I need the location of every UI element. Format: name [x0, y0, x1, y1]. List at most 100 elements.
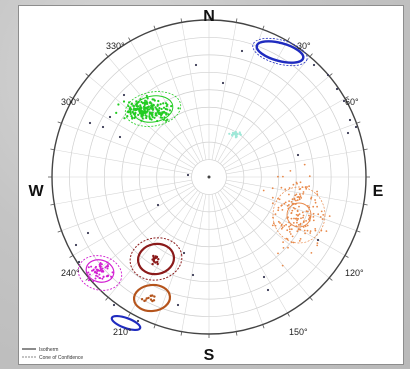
magenta-data-point [106, 267, 109, 270]
orange-data-point [278, 198, 281, 201]
orange-data-point [286, 238, 289, 241]
orange-data-point [288, 200, 290, 203]
azimuth-tick [329, 73, 333, 77]
orange-data-point [288, 228, 291, 231]
brown-data-point [149, 294, 152, 298]
darkred-data-point [152, 260, 156, 263]
orange-data-point [277, 209, 280, 212]
cyan-data-point [234, 136, 237, 139]
grid-radial-line [223, 98, 346, 169]
scatter-data-point [221, 81, 225, 85]
orange-data-point [280, 186, 283, 189]
scatter-data-point [296, 153, 300, 157]
green-data-point [157, 111, 160, 114]
orange-data-point [288, 204, 290, 206]
azimuth-tick [128, 37, 131, 42]
orange-data-point [295, 181, 298, 184]
grid-radial-line [217, 40, 288, 163]
orange-data-point [316, 193, 319, 196]
azimuth-tick [57, 230, 62, 233]
orange-data-point [262, 189, 265, 192]
green-data-point [161, 112, 164, 115]
orange-data-point [302, 216, 304, 219]
orange-data-point [286, 229, 289, 232]
azimuth-tick [287, 312, 290, 317]
orange-data-point [291, 209, 294, 212]
green-data-point [126, 110, 129, 113]
orange-data-point [307, 218, 310, 221]
green-data-point [156, 104, 159, 107]
orange-data-point [299, 228, 302, 231]
azimuth-tick [69, 96, 74, 99]
darkred-confidence-ellipse [129, 237, 183, 281]
confidence-ellipses [77, 37, 326, 332]
orange-data-point [319, 216, 322, 218]
darkred-data-point [156, 260, 159, 264]
orange-data-point [317, 213, 320, 216]
magenta-data-point [101, 267, 104, 270]
orange-data-point [321, 218, 324, 221]
grid-radial-line [226, 149, 364, 175]
green-data-point [129, 112, 132, 115]
orange-data-point [304, 225, 307, 228]
green-data-point [144, 114, 147, 117]
orange-data-point [271, 187, 274, 190]
brown-isotherm-ellipse [132, 283, 172, 313]
green-data-point [160, 107, 163, 111]
green-data-point [145, 110, 148, 114]
green-data-point [146, 108, 149, 111]
orange-data-point [281, 209, 284, 211]
legend-isotherm-label: Isotherm [39, 347, 58, 353]
azimuth-tick [262, 25, 265, 30]
green-data-point [170, 105, 173, 108]
grid-radial-line [130, 40, 201, 163]
green-data-point [165, 119, 168, 122]
magenta-data-point [91, 269, 93, 272]
orange-data-point [279, 222, 281, 224]
green-data-point [153, 99, 156, 102]
green-data-point [164, 107, 167, 111]
green-data-point [165, 112, 168, 115]
green-data-point [152, 104, 155, 107]
magenta-data-point [88, 273, 91, 276]
orange-data-point [288, 187, 291, 189]
grid-radial-line [211, 194, 237, 332]
scatter-data-point [108, 115, 112, 119]
green-data-point [148, 112, 151, 115]
orange-data-point [305, 210, 308, 213]
magenta-data-point [96, 270, 99, 272]
green-data-point [122, 100, 126, 103]
orange-data-point [285, 223, 287, 226]
orange-data-point [283, 202, 286, 205]
orange-data-point [303, 229, 306, 232]
azimuth-tick [180, 331, 183, 336]
magenta-data-point [96, 275, 99, 278]
scatter-data-point [326, 73, 330, 77]
orange-data-point [312, 216, 315, 218]
azimuth-tick [105, 53, 109, 57]
orange-data-point [291, 198, 294, 201]
orange-data-point [290, 228, 293, 231]
azimuth-tick [363, 203, 368, 206]
orange-data-point [282, 175, 284, 178]
green-data-point [137, 105, 140, 108]
scatter-data-point [240, 49, 244, 53]
grid-radial-line [54, 149, 192, 175]
orange-data-point [296, 210, 299, 213]
orange-data-point [287, 246, 289, 249]
orange-data-point [280, 224, 283, 227]
magenta-data-point [95, 272, 98, 275]
magenta-data-point [87, 271, 90, 274]
green-data-point [158, 107, 161, 110]
scatter-data-point [88, 121, 92, 125]
orange-data-point [286, 205, 289, 207]
center-point [207, 175, 211, 179]
scatter-data-point [86, 231, 90, 235]
brown-data-point [149, 298, 153, 301]
green-data-point [155, 114, 158, 117]
cyan-data-point [238, 131, 241, 134]
orange-data-point [290, 217, 293, 220]
orange-data-point [295, 193, 298, 196]
green-data-point [123, 117, 126, 120]
darkred-data-point [156, 262, 159, 266]
